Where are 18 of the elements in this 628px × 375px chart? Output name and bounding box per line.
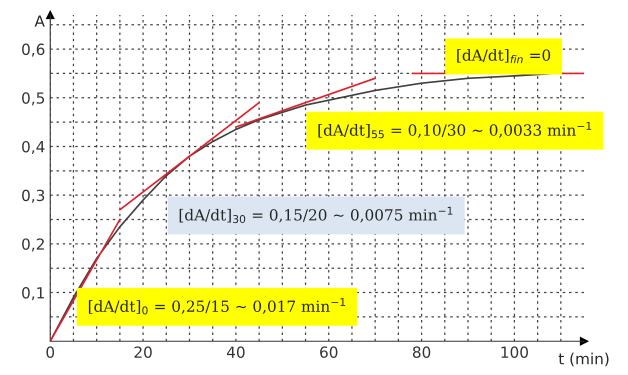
y-tick-label: 0,2 <box>22 238 44 252</box>
x-tick-label: 60 <box>320 346 338 358</box>
annotation: [dA/dt]$_{30}$ = 0,15/20 ~ 0,0075 min$^{−1}$ <box>180 206 452 224</box>
x-tick-label: 20 <box>134 346 152 358</box>
y-tick-label: 0,6 <box>22 44 44 57</box>
x-tick-label: 80 <box>412 346 430 358</box>
x-tick-label: 0 <box>46 346 54 358</box>
y-tick-label: 0,4 <box>22 140 45 154</box>
y-axis-title: A <box>34 15 45 27</box>
y-tick-label: 0,1 <box>22 287 44 300</box>
annotation: [dA/dt]$_{0}$ = 0,25/15 ~ 0,017 min$^{−1}$ <box>88 298 346 314</box>
annotation: [dA/dt]$_{55}$ = 0,10/30 ~ 0,0033 min$^{−1}$ <box>318 122 592 138</box>
y-tick-label: 0,5 <box>22 92 44 106</box>
annotation: [dA/dt]$_{fin}$ =0 <box>457 49 550 64</box>
x-axis-title: t (min) <box>558 352 609 366</box>
x-tick-label: 40 <box>226 346 245 358</box>
y-tick-label: 0,3 <box>22 190 44 203</box>
x-tick-label: 100 <box>502 346 528 358</box>
